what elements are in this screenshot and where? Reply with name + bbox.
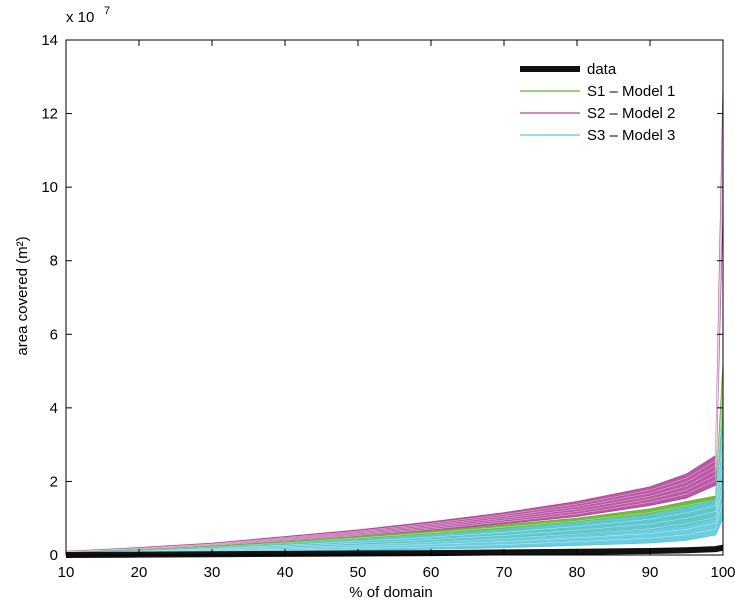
- legend-label-s3-model-3: S3 – Model 3: [587, 127, 675, 144]
- y-tick-label: 8: [50, 253, 58, 270]
- band-thread-s2-model-2: [65, 146, 724, 553]
- band-s2-model-2: [65, 87, 724, 554]
- y-tick-label: 12: [41, 106, 58, 123]
- x-tick-label: 10: [58, 564, 75, 581]
- y-axis-label: area covered (m²): [14, 236, 31, 355]
- series-lines: [65, 544, 724, 558]
- x-axis-ticks: 10 20 30 40 50 60 70 80 90 100: [58, 40, 735, 581]
- y-tick-label: 0: [50, 547, 58, 564]
- y-tick-label: 10: [41, 179, 58, 196]
- x-tick-label: 20: [131, 564, 148, 581]
- legend-label-s1-model-1: S1 – Model 1: [587, 83, 675, 100]
- y-tick-label: 14: [41, 32, 58, 49]
- band-thread-s1-model-1: [65, 377, 724, 554]
- y-multiplier-base: x 10: [66, 9, 94, 26]
- x-tick-label: 40: [277, 564, 294, 581]
- x-tick-label: 80: [569, 564, 586, 581]
- band-thread-s2-model-2: [65, 107, 724, 552]
- x-tick-label: 70: [496, 564, 513, 581]
- legend: data S1 – Model 1 S2 – Model 2 S3 – Model 3: [520, 61, 675, 144]
- band-thread-s3-model-3: [65, 432, 724, 554]
- x-tick-label: 50: [350, 564, 367, 581]
- band-thread-s3-model-3: [65, 466, 724, 555]
- band-thread-s3-model-3: [65, 449, 724, 554]
- x-tick-label: 30: [204, 564, 221, 581]
- line-data: [65, 544, 724, 558]
- y-axis-ticks: 0 2 4 6 8 10 12 14: [41, 32, 723, 564]
- series-bands: [65, 87, 724, 556]
- legend-label-s2-model-2: S2 – Model 2: [587, 105, 675, 122]
- x-tick-label: 90: [642, 564, 659, 581]
- y-tick-label: 2: [50, 473, 58, 490]
- legend-label-data: data: [587, 61, 617, 78]
- plot-frame: [65, 39, 724, 556]
- x-tick-label: 60: [423, 564, 440, 581]
- band-thread-s2-model-2: [65, 127, 724, 553]
- y-multiplier-exponent: 7: [104, 5, 110, 17]
- x-tick-label: 100: [710, 564, 735, 581]
- x-axis-label: % of domain: [349, 584, 432, 601]
- y-tick-label: 6: [50, 326, 58, 343]
- y-tick-label: 4: [50, 400, 58, 417]
